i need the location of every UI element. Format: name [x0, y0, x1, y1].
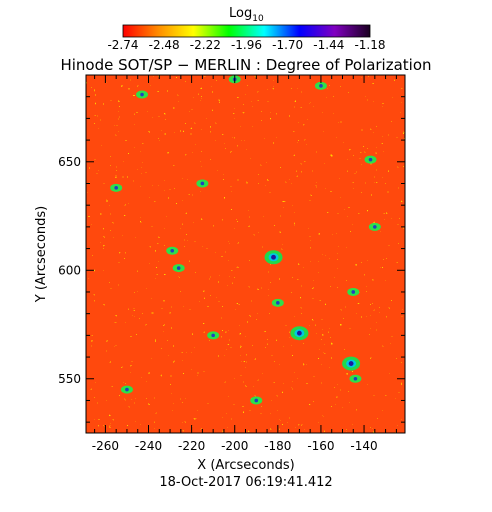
polarization-patch-core [351, 290, 356, 294]
heatmap-features [110, 75, 381, 405]
polarization-patch-core [348, 361, 354, 366]
colorbar [122, 24, 371, 38]
polarization-patch-core [114, 186, 118, 190]
polarization-patch-core [271, 254, 276, 260]
chart-title: Hinode SOT/SP − MERLIN : Degree of Polar… [60, 56, 431, 74]
colorbar-tick-label: -2.74 [107, 38, 138, 52]
polarization-patch-core [353, 376, 358, 381]
colorbar-tick-label: -1.70 [272, 38, 303, 52]
y-tick-label: 600 [58, 263, 81, 277]
polarization-patch-core [125, 387, 129, 392]
colorbar-tick-label: -2.22 [190, 38, 221, 52]
colorbar-tick-label: -2.48 [149, 38, 180, 52]
polarization-patch-core [368, 157, 373, 162]
polarization-patch-core [170, 248, 175, 253]
y-tick-label: 550 [58, 372, 81, 386]
polarization-patch-core [373, 225, 377, 229]
polarization-patch-core [254, 398, 259, 403]
colorbar-ticks: -2.74 -2.48 -2.22 -1.96 -1.70 -1.44 -1.18 [107, 38, 385, 52]
polarization-patch-core [200, 181, 205, 186]
x-tick-label: -140 [350, 439, 377, 453]
x-tick-label: -200 [221, 439, 248, 453]
y-axis-label: Y (Arcseconds) [34, 206, 49, 303]
x-tick-label: -180 [264, 439, 291, 453]
polarization-patch-core [319, 84, 323, 88]
x-tick-label: -220 [178, 439, 205, 453]
colorbar-tick-label: -1.18 [354, 38, 385, 52]
x-tick-label: -240 [135, 439, 162, 453]
polarization-patch-core [140, 92, 144, 97]
timestamp: 18-Oct-2017 06:19:41.412 [159, 475, 332, 490]
heatmap-background [86, 75, 405, 433]
colorbar-tick-label: -1.44 [313, 38, 344, 52]
polarization-patch-core [296, 330, 302, 336]
x-tick-label: -260 [92, 439, 119, 453]
x-tick-label: -160 [307, 439, 334, 453]
x-axis-ticks: -260 -240 -220 -200 -180 -160 -140 [92, 75, 397, 453]
colorbar-label: Log10 [229, 6, 264, 24]
polarization-patch-core [211, 333, 215, 338]
colorbar-tick-label: -1.96 [231, 38, 262, 52]
y-tick-label: 650 [58, 155, 81, 169]
y-axis-ticks: 550 600 650 [58, 74, 405, 423]
polarization-patch-core [176, 266, 181, 270]
heatmap-image [86, 75, 405, 433]
x-axis-label: X (Arcseconds) [197, 458, 294, 473]
polarization-patch-core [276, 301, 280, 305]
